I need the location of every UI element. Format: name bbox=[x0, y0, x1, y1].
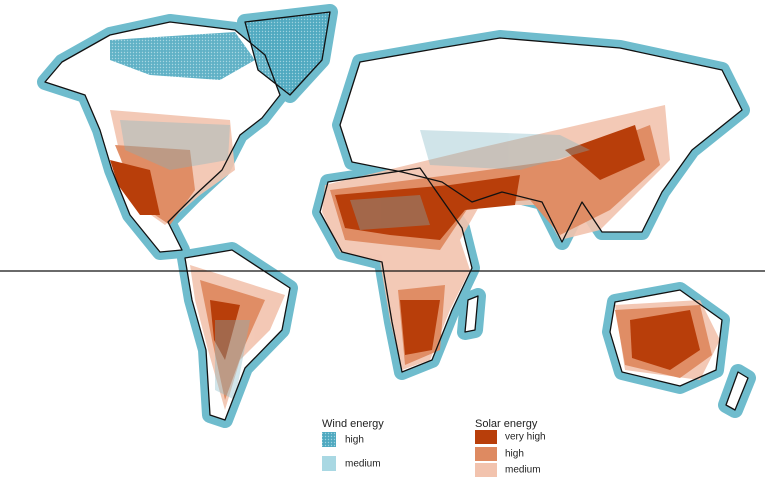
legend-label: very high bbox=[505, 432, 546, 443]
legend-label: high bbox=[345, 435, 364, 446]
solar-very-high bbox=[110, 125, 700, 370]
legend-title: Solar energy bbox=[475, 418, 538, 430]
legend-wind: Wind energy high medium bbox=[322, 418, 384, 471]
legend-swatch bbox=[322, 432, 336, 447]
legend-label: high bbox=[505, 449, 524, 460]
wind-high-areas bbox=[110, 12, 330, 95]
legend-swatch bbox=[475, 430, 497, 444]
legend-swatch bbox=[475, 463, 497, 477]
legend-label: medium bbox=[345, 459, 381, 470]
legend-swatch bbox=[475, 447, 497, 461]
wind-medium-overlay bbox=[120, 120, 590, 400]
legend-label: medium bbox=[505, 465, 541, 476]
legend-title: Wind energy bbox=[322, 418, 384, 430]
legend-swatch bbox=[322, 456, 336, 471]
legend-solar: Solar energy very high high medium bbox=[475, 418, 546, 477]
